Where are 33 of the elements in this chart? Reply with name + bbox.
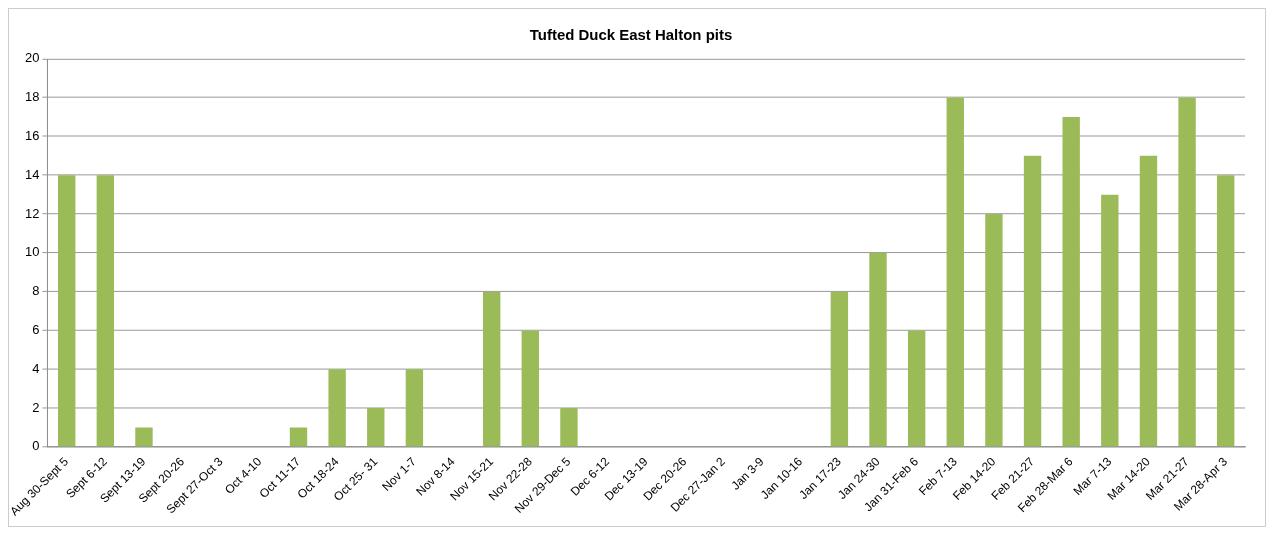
bar (1101, 194, 1119, 447)
bar (560, 408, 578, 447)
bar (830, 291, 849, 447)
y-tick-label: 0 (32, 438, 40, 454)
y-tick-label: 8 (32, 283, 40, 299)
bar (367, 408, 385, 447)
y-tick-label: 14 (24, 166, 40, 182)
y-tick-label: 10 (24, 244, 40, 260)
bar (946, 97, 964, 447)
y-tick-label: 20 (24, 50, 40, 66)
chart-title: Tufted Duck East Halton pits (529, 26, 733, 44)
bar (869, 252, 887, 447)
bar (96, 175, 115, 447)
y-tick-label: 12 (24, 205, 40, 221)
bar (135, 427, 153, 447)
y-tick-label: 18 (24, 89, 40, 105)
bar (289, 427, 308, 447)
bar (521, 330, 539, 447)
bar (1062, 117, 1080, 447)
bar (985, 214, 1003, 447)
bar (58, 175, 76, 447)
y-tick-label: 16 (24, 128, 40, 143)
bar (1217, 175, 1235, 447)
bar (1139, 155, 1158, 447)
y-tick-label: 4 (32, 360, 40, 376)
bar (405, 369, 424, 447)
bar (1023, 155, 1042, 447)
bar (482, 291, 501, 447)
y-tick-label: 2 (32, 399, 40, 415)
bar (907, 330, 926, 447)
y-tick-label: 6 (32, 322, 40, 338)
bar (1178, 97, 1196, 447)
bar (328, 369, 346, 447)
